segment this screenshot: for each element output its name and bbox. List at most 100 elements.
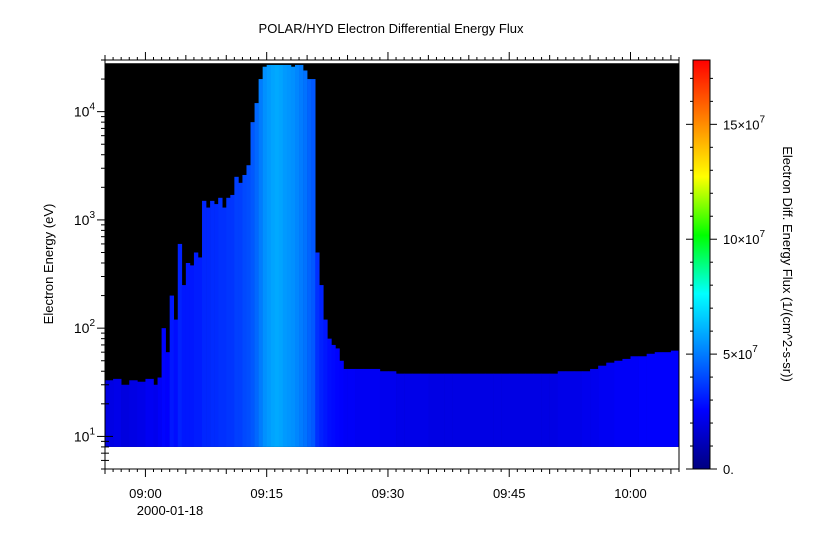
x-tick-label: 09:15 xyxy=(250,486,283,501)
flux-column xyxy=(484,373,494,447)
flux-column xyxy=(327,338,332,447)
flux-column xyxy=(189,265,195,447)
flux-column xyxy=(262,66,267,447)
colorbar-tick-label: 5×107 xyxy=(723,344,758,362)
flux-column xyxy=(299,64,304,447)
flux-column xyxy=(185,262,191,447)
flux-column xyxy=(452,373,462,447)
y-axis-label: Electron Energy (eV) xyxy=(41,204,56,325)
flux-column xyxy=(137,381,146,447)
flux-column xyxy=(404,373,413,447)
flux-column xyxy=(630,356,639,447)
flux-column xyxy=(598,365,607,447)
flux-column xyxy=(501,373,510,447)
colorbar-label: Electron Diff. Energy Flux (1/(cm^2-s-sr… xyxy=(780,146,795,382)
flux-column xyxy=(565,371,575,447)
flux-column xyxy=(541,373,550,447)
flux-column xyxy=(323,319,328,447)
flux-column xyxy=(525,373,534,447)
x-axis: 09:00 09:15 09:30 09:45 10:00 xyxy=(104,52,680,501)
y-tick-label: 102 xyxy=(74,318,96,336)
flux-column xyxy=(468,373,478,447)
flux-column xyxy=(274,64,280,447)
flux-column xyxy=(533,373,542,447)
y-tick-label: 104 xyxy=(74,102,96,120)
flux-column xyxy=(371,368,381,447)
flux-column xyxy=(129,380,138,447)
flux-column xyxy=(153,384,158,447)
flux-column xyxy=(444,373,453,447)
flux-column xyxy=(493,373,502,447)
spectrogram-marks xyxy=(105,64,679,447)
flux-column xyxy=(294,64,300,447)
flux-column xyxy=(311,79,316,447)
x-tick-label: 09:30 xyxy=(372,486,405,501)
flux-column xyxy=(335,348,340,447)
colorbar-gradient xyxy=(692,59,711,470)
flux-column xyxy=(396,373,405,447)
flux-column xyxy=(226,197,231,447)
flux-column xyxy=(238,182,243,447)
flux-column xyxy=(347,368,356,447)
flux-column xyxy=(662,352,672,447)
flux-column xyxy=(177,243,183,447)
flux-column xyxy=(206,207,211,447)
y-tick-label: 101 xyxy=(74,426,96,444)
flux-column xyxy=(428,373,437,447)
x-tick-label: 10:00 xyxy=(614,486,647,501)
colorbar: 0. 5×107 10×107 15×107 Electron Diff. Energ… xyxy=(686,59,795,477)
x-tick-label: 09:45 xyxy=(493,486,526,501)
flux-column xyxy=(303,70,308,447)
flux-column xyxy=(173,319,179,447)
flux-column xyxy=(590,368,599,447)
flux-column xyxy=(557,371,567,447)
plot-area xyxy=(104,59,680,470)
flux-column xyxy=(670,350,679,447)
flux-column xyxy=(517,373,526,447)
flux-column xyxy=(606,362,615,447)
flux-column xyxy=(161,328,166,447)
flux-column xyxy=(622,358,631,447)
flux-column xyxy=(202,200,207,447)
colorbar-tick-label: 0. xyxy=(723,462,734,477)
flux-column xyxy=(307,79,312,447)
flux-column xyxy=(218,197,223,447)
flux-column xyxy=(242,174,247,447)
flux-column xyxy=(654,352,664,447)
flux-column xyxy=(270,64,276,447)
flux-column xyxy=(214,204,219,447)
flux-column xyxy=(614,360,623,447)
flux-column xyxy=(387,371,397,447)
flux-column xyxy=(355,368,365,447)
flux-column xyxy=(331,344,336,447)
flux-column xyxy=(169,295,175,447)
flux-column xyxy=(412,373,421,447)
flux-column xyxy=(319,285,324,447)
flux-column xyxy=(105,380,114,447)
flux-column xyxy=(436,373,445,447)
plot-frame xyxy=(104,59,680,470)
flux-column xyxy=(278,64,284,447)
flux-column xyxy=(181,285,187,447)
flux-column xyxy=(145,378,154,447)
flux-column xyxy=(509,373,518,447)
x-date-label: 2000-01-18 xyxy=(137,503,204,518)
flux-column xyxy=(339,360,344,447)
flux-column xyxy=(363,368,373,447)
flux-column xyxy=(476,373,486,447)
flux-column xyxy=(420,373,429,447)
flux-column xyxy=(193,252,199,447)
flux-column xyxy=(210,200,215,447)
flux-column xyxy=(315,252,320,447)
y-tick-label: 103 xyxy=(74,210,96,228)
flux-column xyxy=(286,64,292,447)
flux-column xyxy=(290,66,296,447)
flux-column xyxy=(250,122,255,447)
flux-column xyxy=(573,371,583,447)
colorbar-tick-label: 10×107 xyxy=(723,229,766,247)
flux-column xyxy=(165,352,170,447)
flux-column xyxy=(282,64,288,447)
flux-column xyxy=(157,377,162,447)
colorbar-ticks: 0. 5×107 10×107 15×107 xyxy=(686,77,766,477)
